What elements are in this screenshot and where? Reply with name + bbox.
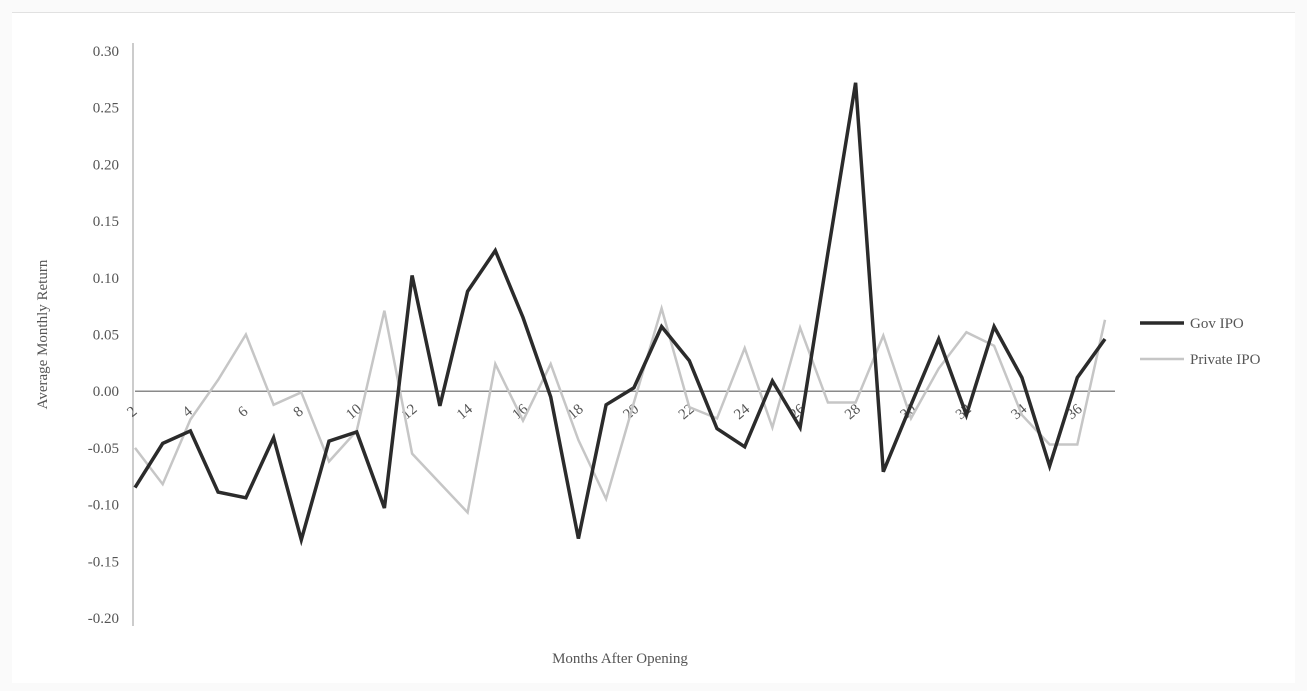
y-tick-label: 0.30 xyxy=(93,44,119,60)
x-axis-title: Months After Opening xyxy=(552,651,688,667)
chart-frame: 0.30 0.25 0.20 0.15 0.10 0.05 0.00 -0.05 -0.10 -0… xyxy=(12,12,1295,683)
y-tick-label: 0.05 xyxy=(93,328,119,344)
x-tick-label: 8 xyxy=(291,404,307,421)
x-tick-label: 4 xyxy=(180,403,196,420)
x-tick-label: 24 xyxy=(731,401,753,423)
series-line-private-ipo xyxy=(134,303,1107,516)
chart: 0.30 0.25 0.20 0.15 0.10 0.05 0.00 -0.05 -0.10 -0… xyxy=(35,43,1261,667)
x-tick-label: 14 xyxy=(454,401,476,423)
x-tick-label: 22 xyxy=(676,401,698,423)
legend-label: Gov IPO xyxy=(1190,316,1244,332)
series-layer xyxy=(133,82,1107,547)
y-tick-label: 0.20 xyxy=(93,157,119,173)
y-tick-label: 0.25 xyxy=(93,101,119,117)
x-tick-label: 2 xyxy=(124,404,140,421)
legend: Gov IPO Private IPO xyxy=(1140,316,1261,368)
legend-label: Private IPO xyxy=(1190,352,1261,368)
series-line-gov-ipo xyxy=(133,82,1107,547)
y-axis-title: Average Monthly Return xyxy=(35,259,51,409)
y-tick-label: 0.15 xyxy=(93,214,119,230)
y-tick-label: 0.10 xyxy=(93,271,119,287)
y-tick-label: -0.10 xyxy=(88,498,119,514)
y-tick-label: 0.00 xyxy=(93,384,119,400)
x-tick-label: 6 xyxy=(235,403,251,420)
x-tick-label: 28 xyxy=(842,401,864,423)
y-tick-label: -0.20 xyxy=(88,611,119,627)
y-tick-label: -0.15 xyxy=(88,554,119,570)
y-tick-label: -0.05 xyxy=(88,441,119,457)
y-tick-labels: 0.30 0.25 0.20 0.15 0.10 0.05 0.00 -0.05 -0.10 -0… xyxy=(88,44,119,627)
plot-area: 0.30 0.25 0.20 0.15 0.10 0.05 0.00 -0.05 -0.10 -0… xyxy=(88,43,1115,627)
